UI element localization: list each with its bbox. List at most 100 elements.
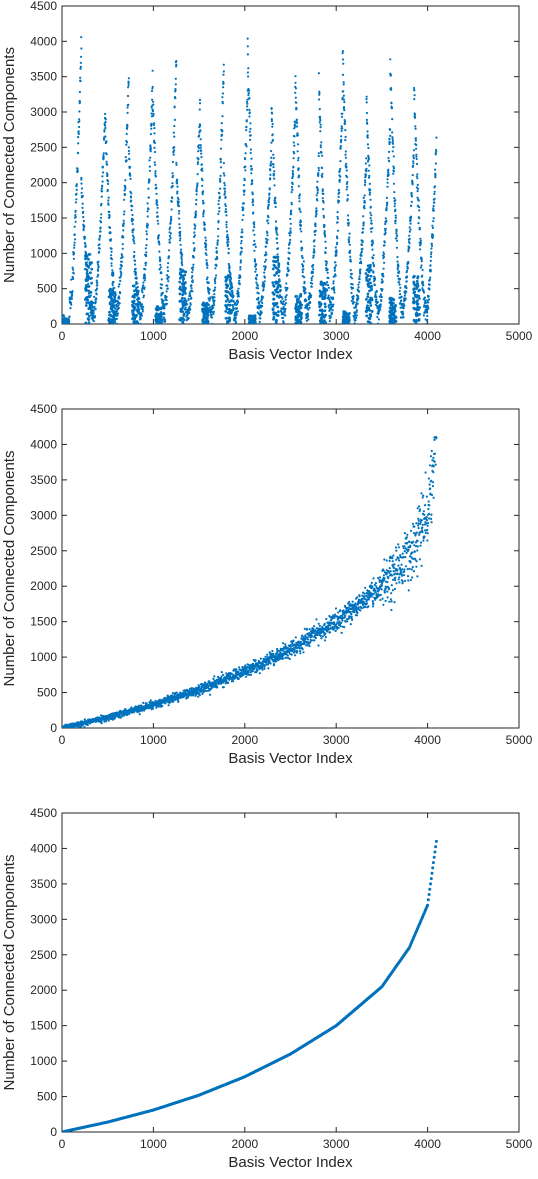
data-point — [238, 678, 240, 680]
data-point — [214, 267, 216, 269]
data-point — [205, 321, 208, 324]
data-point — [293, 141, 295, 143]
data-point — [310, 295, 312, 297]
data-point — [319, 130, 321, 132]
data-point — [108, 296, 111, 299]
data-point — [219, 196, 221, 198]
data-point — [193, 242, 195, 244]
data-point — [106, 174, 108, 176]
data-point — [212, 313, 214, 315]
data-point — [356, 314, 358, 316]
data-point — [371, 227, 373, 229]
data-point — [152, 708, 154, 710]
data-point — [246, 103, 248, 105]
data-point — [370, 269, 373, 272]
data-point — [315, 230, 317, 232]
data-point — [305, 291, 307, 293]
data-point — [196, 193, 198, 195]
data-point — [348, 222, 350, 224]
data-point — [309, 307, 311, 309]
data-point — [202, 323, 205, 326]
data-point — [294, 123, 296, 125]
data-point — [335, 264, 337, 266]
data-point — [289, 228, 291, 230]
data-point — [273, 173, 275, 175]
data-point — [257, 287, 259, 289]
data-point — [255, 268, 257, 270]
data-point — [276, 288, 279, 291]
data-point — [339, 176, 341, 178]
data-point — [75, 221, 77, 223]
data-point — [244, 158, 246, 160]
x-tick-label: 5000 — [506, 733, 533, 747]
data-point — [324, 293, 327, 296]
data-point — [365, 310, 368, 313]
data-point — [395, 215, 397, 217]
data-point — [178, 201, 180, 203]
data-point — [145, 230, 147, 232]
data-point — [321, 173, 323, 175]
data-point — [166, 285, 168, 287]
data-point — [87, 307, 90, 310]
data-point — [362, 241, 364, 243]
data-point — [364, 184, 366, 186]
data-point — [171, 182, 173, 184]
data-point — [125, 156, 127, 158]
data-point — [194, 247, 196, 249]
data-point — [379, 309, 381, 311]
data-point — [429, 277, 431, 279]
data-point — [266, 242, 268, 244]
data-point — [283, 300, 285, 302]
data-point — [386, 197, 388, 199]
data-point — [368, 164, 370, 166]
data-point — [426, 320, 428, 322]
data-point — [154, 161, 156, 163]
data-point — [142, 310, 144, 312]
data-point — [173, 154, 175, 156]
data-point — [179, 318, 182, 321]
data-point — [419, 238, 421, 240]
data-point — [339, 168, 341, 170]
data-point — [378, 318, 380, 320]
data-point — [268, 204, 270, 206]
data-point — [239, 266, 241, 268]
data-point — [290, 232, 292, 234]
data-point — [413, 87, 415, 89]
data-point — [81, 192, 83, 194]
data-point — [203, 210, 205, 212]
data-point — [142, 702, 144, 704]
data-point — [145, 247, 147, 249]
data-point — [357, 284, 359, 286]
data-point — [277, 291, 280, 294]
data-point — [359, 273, 361, 275]
data-point — [109, 214, 111, 216]
data-point — [273, 184, 275, 186]
data-point — [111, 290, 114, 293]
data-point — [404, 295, 406, 297]
data-point — [175, 83, 177, 85]
x-tick-label: 1000 — [140, 733, 167, 747]
data-point — [341, 125, 343, 127]
data-point — [318, 305, 321, 308]
data-point — [272, 166, 274, 168]
data-point — [272, 154, 274, 156]
data-point — [300, 241, 302, 243]
data-point — [300, 249, 302, 251]
data-point — [433, 193, 435, 195]
data-point — [96, 293, 98, 295]
data-point — [383, 268, 385, 270]
data-point — [381, 288, 383, 290]
data-point — [422, 281, 424, 283]
data-point — [276, 242, 278, 244]
data-point — [78, 133, 80, 135]
data-point — [342, 58, 344, 60]
data-point — [181, 293, 184, 296]
data-point — [298, 200, 300, 202]
data-point — [340, 135, 342, 137]
data-point — [224, 190, 226, 192]
data-point — [433, 210, 435, 212]
data-point — [183, 274, 186, 277]
data-point — [175, 60, 177, 62]
data-point — [209, 306, 211, 308]
data-point — [202, 190, 204, 192]
